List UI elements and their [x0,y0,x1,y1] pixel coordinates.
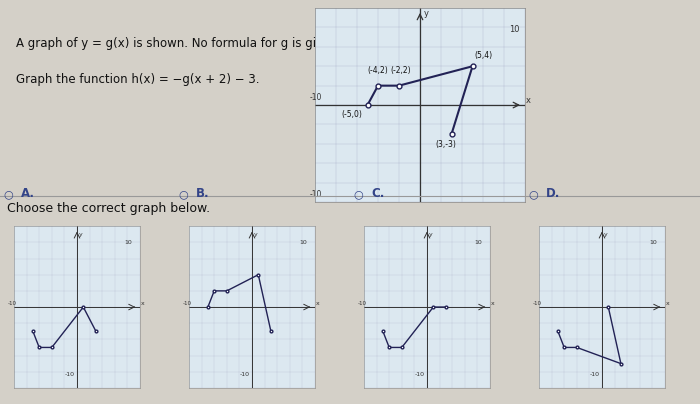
Text: ○: ○ [354,189,363,199]
Text: 10: 10 [475,240,482,245]
Text: -10: -10 [309,190,322,199]
Text: (3,-3): (3,-3) [436,140,456,149]
Text: (-5,0): (-5,0) [342,109,362,119]
Text: -10: -10 [183,301,192,305]
Text: Choose the correct graph below.: Choose the correct graph below. [7,202,210,215]
Text: -10: -10 [239,372,249,377]
Text: x: x [491,301,495,305]
Text: Graph the function h(x) = −g(x + 2) − 3.: Graph the function h(x) = −g(x + 2) − 3. [16,73,260,86]
Text: D.: D. [546,187,561,200]
Text: B.: B. [196,187,209,200]
Text: -10: -10 [414,372,424,377]
Text: ○: ○ [178,189,188,199]
Text: C.: C. [371,187,384,200]
Text: (-2,2): (-2,2) [391,66,412,75]
Text: A.: A. [21,187,35,200]
Text: 10: 10 [650,240,657,245]
Text: 10: 10 [510,25,519,34]
Text: x: x [141,301,145,305]
Text: -10: -10 [533,301,542,305]
Text: x: x [666,301,670,305]
Text: -10: -10 [358,301,367,305]
Text: -10: -10 [8,301,17,305]
Text: -10: -10 [64,372,74,377]
Text: -10: -10 [589,372,599,377]
Text: y: y [429,232,433,237]
Text: 10: 10 [300,240,307,245]
Text: y: y [254,232,258,237]
Text: A graph of y = g(x) is shown. No formula for g is given.: A graph of y = g(x) is shown. No formula… [16,38,342,50]
Text: (-4,2): (-4,2) [368,66,388,75]
Text: -10: -10 [309,93,322,102]
Text: ○: ○ [528,189,538,199]
Text: y: y [424,9,429,18]
Text: y: y [604,232,608,237]
Text: x: x [316,301,320,305]
Text: 10: 10 [125,240,132,245]
Text: x: x [526,96,531,105]
Text: y: y [79,232,83,237]
Text: ○: ○ [4,189,13,199]
Text: (5,4): (5,4) [474,51,492,61]
